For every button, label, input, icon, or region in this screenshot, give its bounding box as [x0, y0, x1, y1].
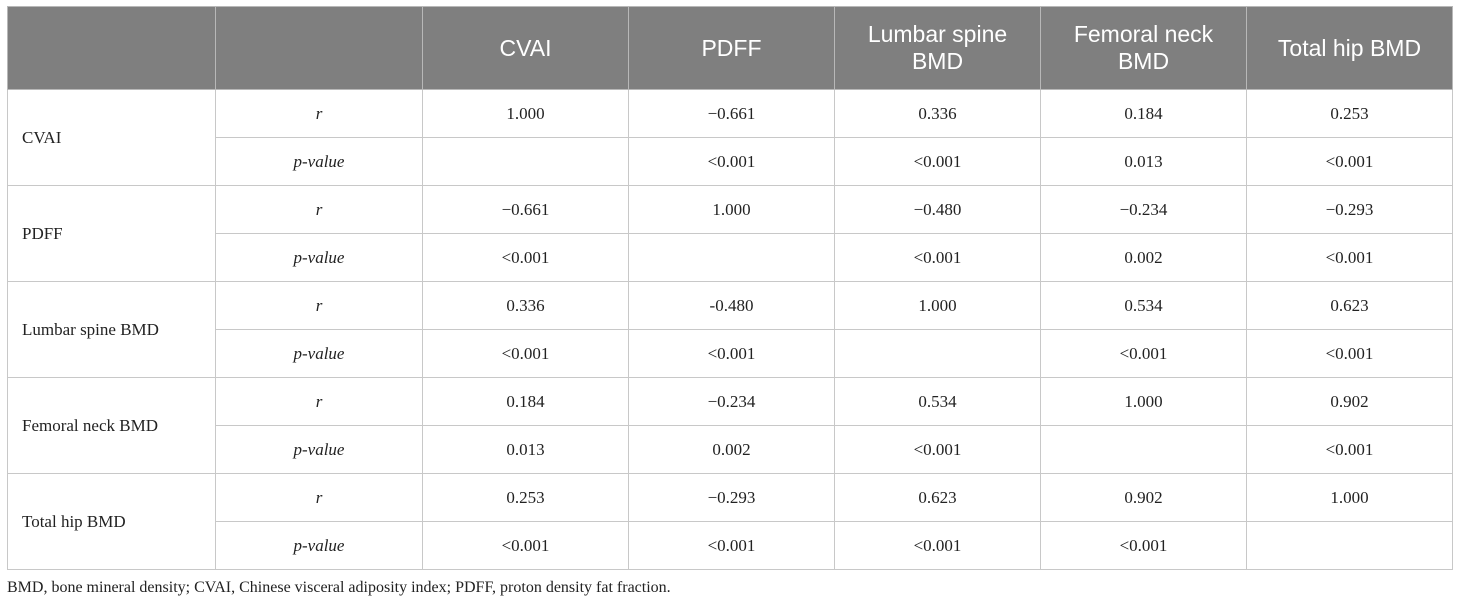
table-cell: [1040, 425, 1247, 474]
correlation-table-container: CVAI PDFF Lumbar spine BMD Femoral neck …: [7, 6, 1453, 570]
table-cell: 0.336: [834, 89, 1041, 138]
table-cell: <0.001: [1246, 137, 1453, 186]
row-group-label: Total hip BMD: [7, 473, 216, 570]
table-cell: <0.001: [1040, 521, 1247, 570]
table-cell: 1.000: [1040, 377, 1247, 426]
table-cell: 0.902: [1040, 473, 1247, 522]
row-group-label: CVAI: [7, 89, 216, 186]
table-cell: <0.001: [628, 137, 835, 186]
table-cell: 0.902: [1246, 377, 1453, 426]
stat-label: p-value: [215, 233, 423, 282]
table-cell: −0.234: [1040, 185, 1247, 234]
table-cell: 1.000: [1246, 473, 1453, 522]
table-cell: 0.013: [1040, 137, 1247, 186]
table-row: Total hip BMD r 0.253 −0.293 0.623 0.902…: [7, 473, 1453, 570]
table-cell: <0.001: [834, 521, 1041, 570]
table-cell: −0.661: [628, 89, 835, 138]
stat-label: r: [215, 377, 423, 426]
table-cell: 1.000: [834, 281, 1041, 330]
table-row: p-value 0.013 0.002 <0.001 <0.001: [8, 425, 1453, 474]
table-cell: 0.534: [834, 377, 1041, 426]
table-cell: 0.184: [422, 377, 629, 426]
stat-label: r: [215, 89, 423, 138]
header-cell-empty-2: [215, 6, 423, 90]
table-cell: <0.001: [834, 233, 1041, 282]
table-cell: 0.253: [422, 473, 629, 522]
stat-label: r: [215, 185, 423, 234]
header-cell-cvai: CVAI: [422, 6, 629, 90]
header-cell-pdff: PDFF: [628, 6, 835, 90]
table-row: p-value <0.001 <0.001 <0.001 <0.001: [8, 521, 1453, 570]
header-cell-total-hip-bmd: Total hip BMD: [1246, 6, 1453, 90]
table-cell: −0.661: [422, 185, 629, 234]
table-cell: <0.001: [422, 329, 629, 378]
table-cell: -0.480: [628, 281, 835, 330]
table-cell: <0.001: [628, 521, 835, 570]
table-row: CVAI r 1.000 −0.661 0.336 0.184 0.253: [7, 89, 1453, 186]
table-row: p-value <0.001 <0.001 0.013 <0.001: [8, 137, 1453, 186]
table-cell: 0.013: [422, 425, 629, 474]
table-cell: 0.002: [628, 425, 835, 474]
table-cell: <0.001: [1246, 425, 1453, 474]
stat-label: p-value: [215, 425, 423, 474]
table-cell: 0.623: [1246, 281, 1453, 330]
stat-label: p-value: [215, 329, 423, 378]
table-cell: 0.184: [1040, 89, 1247, 138]
table-cell: −0.234: [628, 377, 835, 426]
table-cell: 0.253: [1246, 89, 1453, 138]
table-cell: <0.001: [1246, 233, 1453, 282]
row-group-label: Femoral neck BMD: [7, 377, 216, 474]
header-cell-lumbar-spine-bmd: Lumbar spine BMD: [834, 6, 1041, 90]
table-cell: <0.001: [1040, 329, 1247, 378]
table-cell: [628, 233, 835, 282]
table-cell: −0.293: [1246, 185, 1453, 234]
table-cell: −0.293: [628, 473, 835, 522]
header-cell-empty-1: [7, 6, 216, 90]
table-cell: <0.001: [1246, 329, 1453, 378]
header-cell-femoral-neck-bmd: Femoral neck BMD: [1040, 6, 1247, 90]
stat-label: p-value: [215, 521, 423, 570]
table-row: Femoral neck BMD r 0.184 −0.234 0.534 1.…: [7, 377, 1453, 474]
table-cell: 0.002: [1040, 233, 1247, 282]
row-group-label: PDFF: [7, 185, 216, 282]
table-cell: 0.336: [422, 281, 629, 330]
table-row: p-value <0.001 <0.001 <0.001 <0.001: [8, 329, 1453, 378]
row-group-label: Lumbar spine BMD: [7, 281, 216, 378]
stat-label: r: [215, 281, 423, 330]
table-cell: [422, 137, 629, 186]
table-cell: <0.001: [422, 521, 629, 570]
table-cell: [834, 329, 1041, 378]
table-cell: <0.001: [628, 329, 835, 378]
table-cell: <0.001: [834, 425, 1041, 474]
table-cell: <0.001: [422, 233, 629, 282]
table-cell: 0.534: [1040, 281, 1247, 330]
table-header-row: CVAI PDFF Lumbar spine BMD Femoral neck …: [7, 6, 1453, 90]
table-cell: <0.001: [834, 137, 1041, 186]
table-cell: −0.480: [834, 185, 1041, 234]
stat-label: r: [215, 473, 423, 522]
table-cell: [1246, 521, 1453, 570]
table-row: PDFF r −0.661 1.000 −0.480 −0.234 −0.293: [7, 185, 1453, 282]
stat-label: p-value: [215, 137, 423, 186]
table-row: Lumbar spine BMD r 0.336 -0.480 1.000 0.…: [7, 281, 1453, 378]
table-cell: 1.000: [628, 185, 835, 234]
table-row: p-value <0.001 <0.001 0.002 <0.001: [8, 233, 1453, 282]
table-cell: 0.623: [834, 473, 1041, 522]
table-footnote: BMD, bone mineral density; CVAI, Chinese…: [7, 579, 671, 596]
table-cell: 1.000: [422, 89, 629, 138]
correlation-table: CVAI PDFF Lumbar spine BMD Femoral neck …: [7, 6, 1453, 570]
